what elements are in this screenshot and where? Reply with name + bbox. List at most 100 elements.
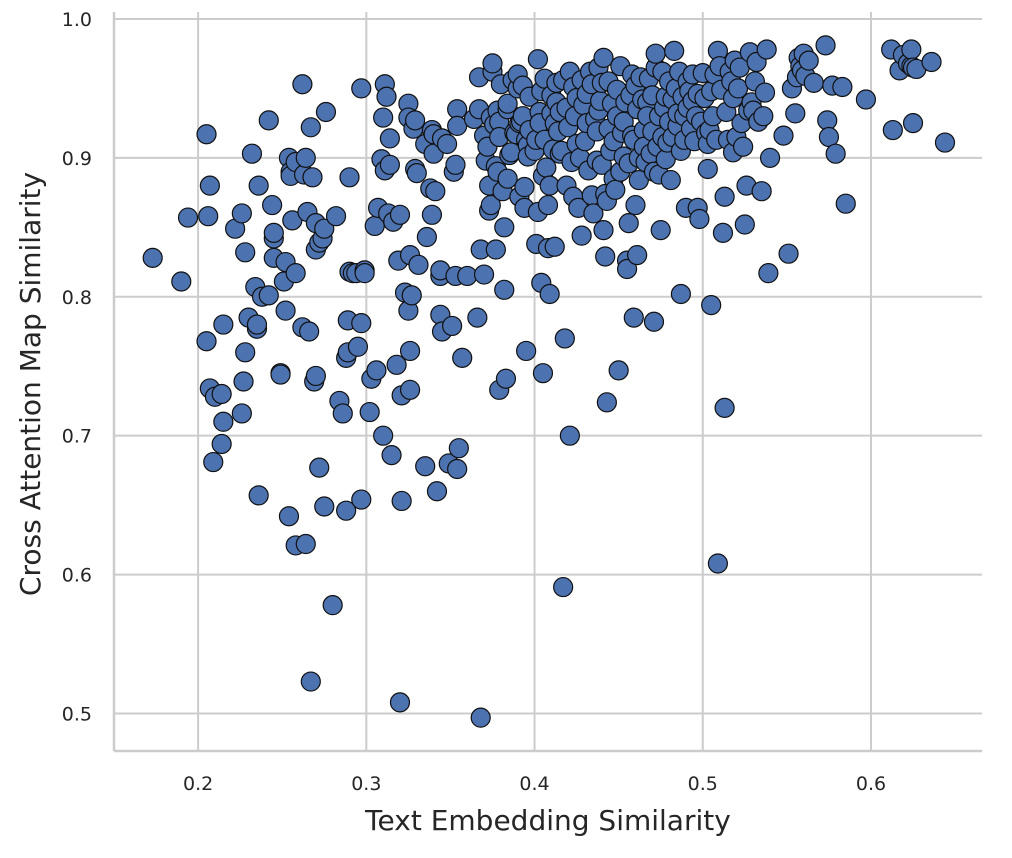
y-tick-label: 0.8 [62,287,92,309]
scatter-point [278,506,300,527]
scatter-point [625,194,646,216]
scatter-point [203,451,224,473]
scatter-point [379,154,400,175]
scatter-point [593,219,614,241]
scatter-point [645,43,666,64]
scatter-point [305,365,326,387]
scatter-point [643,311,665,332]
scatter-points [142,35,956,728]
scatter-point [803,72,824,93]
scatter-point [248,175,269,196]
scatter-point [292,74,313,95]
scatter-point [405,110,426,131]
scatter-point [211,383,232,405]
scatter-point [359,401,380,423]
x-tick-label: 0.3 [351,773,381,795]
scatter-point [401,285,422,306]
y-tick-label: 0.6 [62,565,92,587]
scatter-point [539,283,560,305]
scatter-point [571,225,592,246]
scatter-point [832,76,853,98]
scatter-point [712,222,734,243]
scatter-point [670,283,691,305]
scatter-point [258,110,279,131]
scatter-point [391,490,412,512]
scatter-point [258,285,279,306]
scatter-point [553,576,574,598]
scatter-point [452,347,473,368]
scatter-point [196,124,217,145]
scatter-point [366,360,387,381]
scatter-point [416,226,437,248]
y-tick-label: 0.7 [62,426,92,448]
scatter-point [386,354,407,375]
x-tick-label: 0.2 [183,773,213,795]
scatter-point [753,106,774,127]
scatter-point [485,239,506,260]
scatter-point [473,264,495,285]
x-tick-label: 0.5 [688,773,718,795]
scatter-point [494,217,515,238]
scatter-point [373,425,394,446]
x-tick-label: 0.4 [519,773,549,795]
scatter-point [233,371,254,392]
scatter-point [733,136,754,157]
scatter-point [714,397,735,418]
scatter-point [351,78,372,99]
scatter-point [817,110,838,131]
tick-labels: 0.2 0.3 0.4 0.5 0.6 0.5 0.6 0.7 0.8 0.9 1.0 [62,9,886,795]
scatter-point [421,204,443,225]
scatter-point [754,82,776,103]
scatter-point [373,107,394,128]
scatter-point [902,113,924,134]
scatter-point [785,103,806,124]
scatter-point [539,175,560,196]
scatter-point [618,213,639,234]
scatter-point [593,47,614,68]
scatter-point [300,117,321,138]
scatter-point [798,50,819,71]
scatter-point [495,368,517,389]
scatter-point [559,425,580,446]
scatter-point [425,181,446,202]
scatter-point [336,500,357,521]
scatter-point [544,236,565,257]
scatter-point [389,204,411,225]
scatter-point [608,360,629,381]
scatter-point [389,692,411,713]
scatter-point [616,258,638,280]
scatter-point [177,207,199,228]
scatter-point [399,340,421,362]
scatter-point [231,403,252,424]
scatter-point [596,392,617,413]
scatter-point [554,328,575,349]
scatter-point [445,154,466,175]
scatter-point [467,307,488,328]
scatter-point [537,194,559,216]
scatter-point [825,143,846,164]
scatter-point [500,142,522,163]
scatter-point [758,263,779,284]
scatter-point [605,179,626,200]
scatter-point [480,194,501,216]
scatter-point [351,489,372,510]
scatter-point [309,457,330,478]
scatter-point [714,186,735,207]
scatter-point [381,445,402,466]
scatter-point [447,458,468,480]
scatter-point [241,143,263,164]
y-tick-label: 0.5 [62,703,92,725]
scatter-point [248,485,269,506]
y-tick-label: 0.9 [62,148,92,170]
scatter-point [314,496,335,517]
scatter-point [447,115,468,137]
scatter-point [660,169,681,191]
scatter-point [815,35,836,56]
scatter-point [701,294,722,316]
scatter-point [627,244,648,266]
scatter-point [482,53,503,74]
scatter-point [235,342,256,363]
scatter-point [263,222,284,243]
scatter-point [285,263,306,284]
scatter-point [689,208,710,230]
